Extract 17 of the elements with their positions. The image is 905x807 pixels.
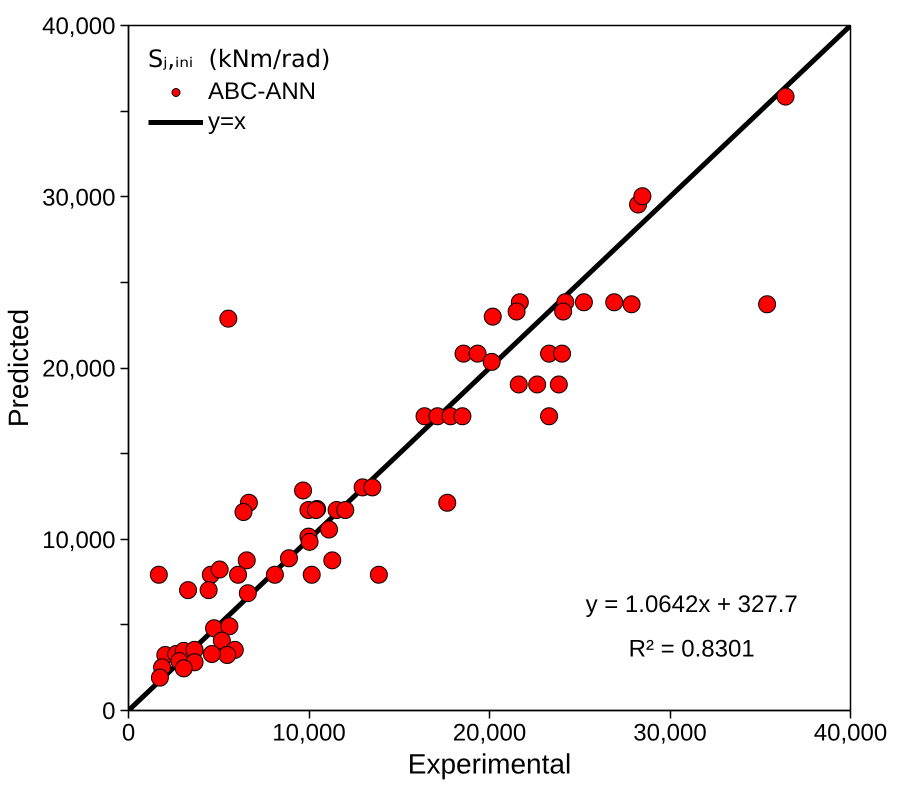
y-tick-label: 40,000 [42,13,116,40]
annotation: R² = 0.8301 [628,636,755,663]
y-tick-label: 30,000 [42,184,116,212]
x-tick-label: 20,000 [452,720,526,746]
legend-label: ABC-ANN [208,78,316,106]
x-axis-title: Experimental [408,748,572,780]
y-tick-label: 20,000 [42,356,116,382]
x-tick-label: 0 [122,720,136,746]
y-tick-label: 0 [102,698,116,725]
x-tick-label: 40,000 [814,720,888,746]
y-tick-label: 10,000 [42,526,116,554]
legend-label: y=x [208,108,246,136]
x-tick-label: 30,000 [633,720,707,746]
y-axis-title: Predicted [3,308,34,428]
legend-title: Sⱼ,ᵢₙᵢ (kNm/rad) [148,45,330,73]
annotation: y = 1.0642x + 327.7 [586,591,798,618]
x-tick-label: 10,000 [272,720,346,746]
